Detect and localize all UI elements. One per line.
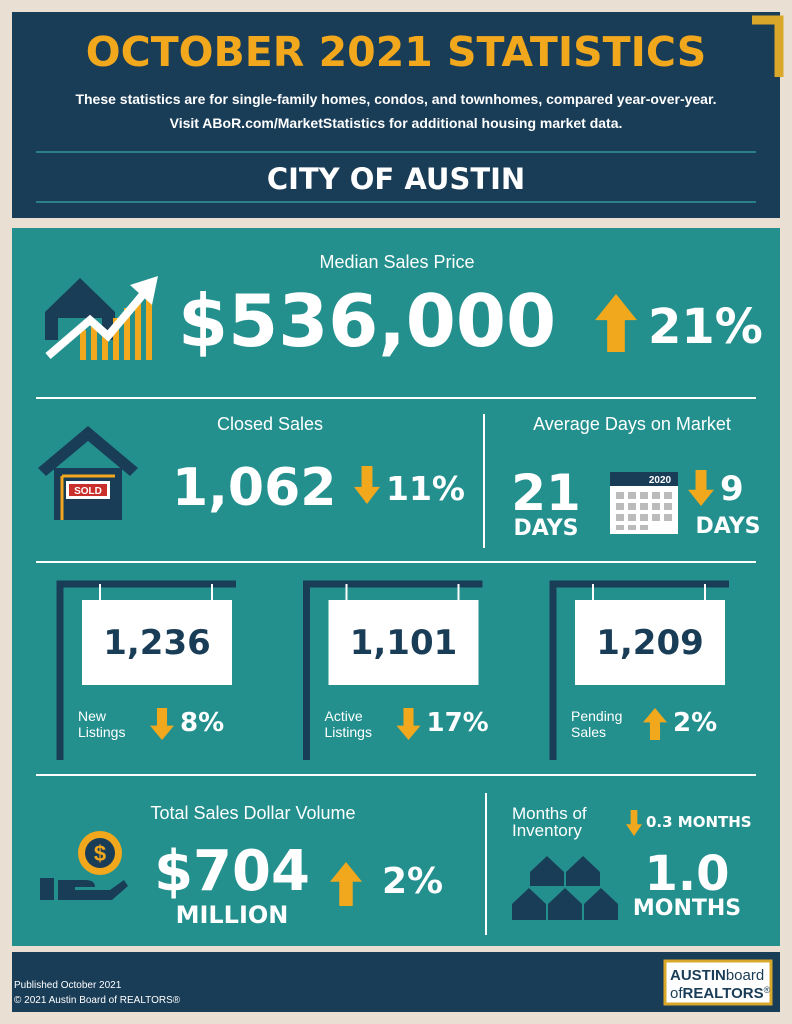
change: 11% <box>386 469 465 508</box>
arrow-shape <box>688 470 714 506</box>
calendar-year: 2020 <box>649 475 672 486</box>
logo-box <box>663 959 773 1006</box>
value: 1,101 <box>350 623 458 663</box>
unit: MILLION <box>176 901 289 929</box>
sign-post <box>303 580 483 760</box>
houses-icon <box>512 856 618 920</box>
logo-part: board <box>726 967 764 984</box>
label: Inventory <box>512 821 582 840</box>
arrow-shape <box>595 294 637 352</box>
corner-accent <box>752 15 784 77</box>
arrow <box>595 294 637 352</box>
logo-part: AUSTIN <box>670 967 726 984</box>
logo: ofREALTORS® <box>670 985 771 1002</box>
label: Sales <box>571 724 606 740</box>
logo-part: REALTORS <box>683 985 764 1002</box>
header-panel <box>12 12 780 218</box>
label: Listings <box>78 724 125 740</box>
subtitle: These statistics are for single-family h… <box>75 91 716 107</box>
label: Months of <box>512 804 587 823</box>
published: Published October 2021 <box>14 980 122 991</box>
house-sold-icon <box>38 426 138 520</box>
region: CITY OF AUSTIN <box>267 162 525 196</box>
label: New <box>78 708 107 724</box>
change: 2% <box>673 708 717 738</box>
value: 21 <box>511 464 581 522</box>
label: Average Days on Market <box>533 414 731 434</box>
footer-panel <box>12 952 780 1012</box>
change: 17% <box>427 708 489 738</box>
sign <box>328 600 479 685</box>
arrow <box>354 466 380 504</box>
label: Total Sales Dollar Volume <box>150 803 355 823</box>
sign-text: SOLD <box>74 486 102 497</box>
label: Active <box>325 708 363 724</box>
sign-post <box>56 580 236 760</box>
sign-post <box>549 580 729 760</box>
label: Pending <box>571 708 622 724</box>
value: $704 <box>154 839 310 904</box>
change: 9 <box>720 469 744 509</box>
unit: DAYS <box>514 516 579 541</box>
house-chart-icon <box>45 276 158 360</box>
change: 0.3 MONTHS <box>646 813 752 831</box>
arrow-shape <box>643 708 667 740</box>
value: 1,236 <box>103 623 211 663</box>
arrow <box>688 470 714 506</box>
change: 2% <box>382 861 443 902</box>
logo: AUSTINboard <box>670 967 764 984</box>
arrow-shape <box>626 810 642 836</box>
copyright: © 2021 Austin Board of REALTORS® <box>14 995 181 1006</box>
arrow-shape <box>354 466 380 504</box>
sign <box>575 600 725 685</box>
logo-part: of <box>670 985 683 1002</box>
value: 1,209 <box>596 623 704 663</box>
arrow <box>330 862 362 906</box>
value: $536,000 <box>178 279 556 363</box>
arrow-shape <box>396 708 421 740</box>
change: 8% <box>180 708 224 738</box>
label: Closed Sales <box>217 414 323 434</box>
logo-part: ® <box>764 985 771 995</box>
value: 1.0 <box>644 846 729 902</box>
money-hand-icon: $ <box>40 831 128 900</box>
change-unit: DAYS <box>696 514 761 539</box>
arrow <box>150 708 174 740</box>
sign <box>82 600 232 685</box>
unit: MONTHS <box>633 896 741 921</box>
change: 21% <box>648 299 763 355</box>
arrow <box>626 810 642 836</box>
label: Median Sales Price <box>319 252 474 272</box>
title: OCTOBER 2021 STATISTICS <box>86 28 706 76</box>
value: 1,062 <box>172 458 336 518</box>
arrow-shape <box>150 708 174 740</box>
arrow <box>643 708 667 740</box>
arrow-shape <box>330 862 362 906</box>
calendar-icon <box>610 472 678 534</box>
label: Listings <box>325 724 372 740</box>
subtitle: Visit ABoR.com/MarketStatistics for addi… <box>170 115 623 131</box>
svg-text:$: $ <box>94 841 106 866</box>
arrow <box>396 708 421 740</box>
